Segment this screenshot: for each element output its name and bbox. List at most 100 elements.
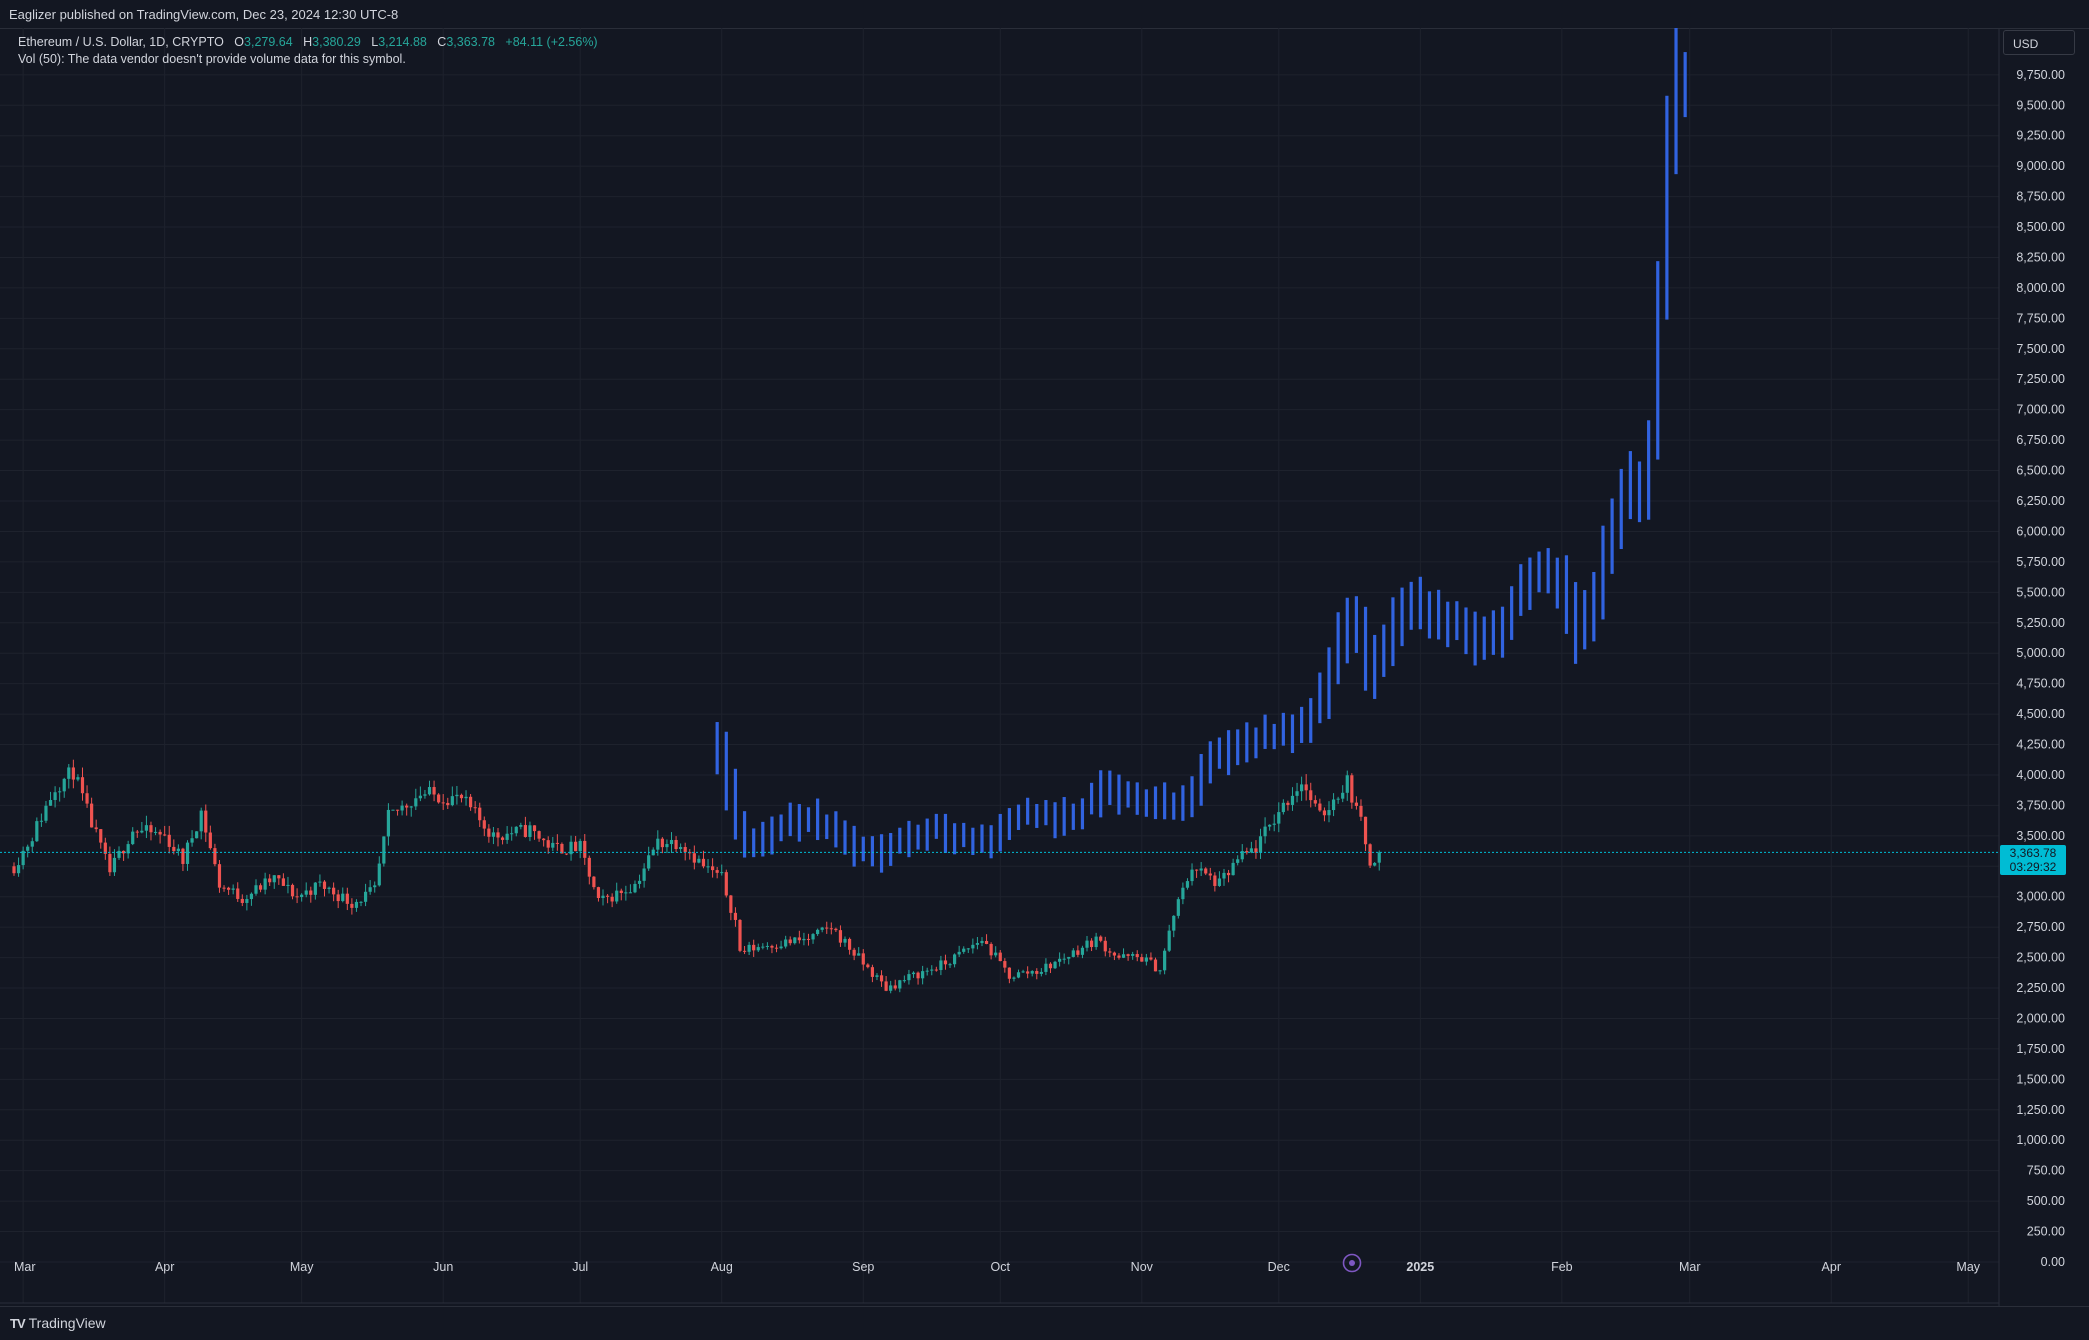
candle: [1062, 953, 1066, 964]
candle-body: [1286, 802, 1290, 805]
candle-body: [939, 960, 943, 971]
volume-note[interactable]: Vol (50): The data vendor doesn't provid…: [18, 52, 406, 66]
projection-bar: [834, 811, 838, 848]
candle-body: [1153, 959, 1158, 972]
candle-body: [1039, 971, 1043, 974]
candle-body: [35, 821, 39, 842]
close-value: 3,363.78: [446, 35, 495, 49]
candle: [1067, 956, 1071, 965]
candle-body: [126, 844, 130, 854]
price-chart[interactable]: 0.00 250.00 500.00 750.00 1,000.00 1,250.00 1,…: [0, 28, 2089, 1306]
candle-body: [496, 832, 500, 838]
price-tick-label: 6,500.00: [2016, 464, 2065, 478]
projection-bar: [1601, 525, 1605, 620]
candle: [1309, 782, 1313, 808]
candle: [1131, 951, 1135, 960]
candle-body: [1190, 869, 1194, 882]
projection-bar: [1135, 782, 1139, 815]
candle-body: [1099, 936, 1103, 941]
candle-body: [555, 842, 559, 844]
candle: [441, 794, 445, 810]
candle-body: [1080, 947, 1085, 955]
candle: [62, 777, 66, 798]
candle: [729, 894, 733, 921]
candle-body: [925, 970, 929, 972]
candle-body: [71, 767, 75, 780]
candle: [1071, 948, 1075, 958]
projection-bar: [1153, 786, 1158, 820]
tradingview-logo[interactable]: TV TradingView: [10, 1315, 106, 1331]
price-axis[interactable]: 0.00 250.00 500.00 750.00 1,000.00 1,250.00 1,…: [2016, 68, 2065, 1269]
candle-body: [44, 805, 48, 821]
candle-body: [222, 887, 226, 889]
candle: [368, 880, 372, 895]
candle-body: [1181, 887, 1185, 900]
candle-body: [345, 893, 349, 904]
candle: [71, 759, 75, 789]
candle-body: [752, 944, 756, 951]
candle: [624, 885, 628, 901]
projection-bar: [1382, 624, 1386, 677]
candle: [94, 819, 98, 833]
candle-body: [167, 834, 171, 847]
candle-body: [706, 866, 710, 868]
candle-body: [893, 985, 897, 989]
candle: [103, 837, 107, 860]
candle-body: [300, 894, 304, 898]
candle: [1341, 785, 1345, 803]
candle-body: [112, 857, 117, 873]
projection-bar: [1217, 737, 1222, 769]
candle: [1135, 950, 1139, 962]
low-value: 3,214.88: [378, 35, 427, 49]
candle: [1176, 897, 1180, 919]
candle: [1286, 800, 1290, 811]
candle: [574, 835, 578, 852]
candle-body: [816, 929, 820, 935]
candle-body: [724, 872, 728, 896]
price-tick-label: 6,750.00: [2016, 433, 2065, 447]
candle-body: [1268, 824, 1272, 827]
event-marker-dot: [1349, 1260, 1355, 1266]
projection-bar: [1647, 420, 1651, 520]
projection-bar: [1510, 586, 1514, 640]
candle-body: [957, 951, 961, 955]
candle: [1012, 976, 1016, 982]
symbol-name[interactable]: Ethereum / U.S. Dollar, 1D, CRYPTO: [18, 35, 224, 49]
candle: [866, 963, 870, 969]
candle-body: [80, 777, 85, 794]
time-tick-label: May: [290, 1260, 314, 1274]
price-tick-label: 0.00: [2041, 1255, 2065, 1269]
candle-body: [898, 980, 902, 989]
candle-body: [359, 901, 363, 903]
projection-bar: [1263, 714, 1267, 749]
projection-bar: [1619, 468, 1623, 550]
price-tick-label: 8,250.00: [2016, 250, 2065, 264]
event-marker[interactable]: [1342, 1253, 1362, 1273]
candle: [784, 935, 788, 949]
price-tick-label: 1,000.00: [2016, 1133, 2065, 1147]
candle: [994, 946, 998, 958]
currency-button[interactable]: USD: [2003, 30, 2075, 55]
candle-body: [665, 844, 669, 848]
publisher-header: Eaglizer published on TradingView.com, D…: [0, 0, 2089, 29]
candle-body: [519, 825, 523, 827]
candle: [861, 949, 865, 971]
candle: [829, 922, 833, 935]
candle: [108, 846, 112, 876]
candle: [76, 774, 80, 782]
candle: [1222, 868, 1226, 886]
candle-body: [469, 796, 473, 808]
candle-body: [784, 939, 788, 947]
candle-body: [738, 919, 742, 951]
candle-body: [647, 855, 651, 869]
time-axis[interactable]: Mar Apr May Jun Jul Aug Sep Oct Nov Dec 2025 Feb Mar…: [14, 1260, 1981, 1274]
time-tick-label: 2025: [1406, 1260, 1434, 1274]
candle-body: [994, 952, 998, 956]
candle-body: [1144, 957, 1148, 962]
projection-bar: [806, 807, 811, 832]
candle-body: [1336, 798, 1340, 800]
price-tick-label: 8,750.00: [2016, 190, 2065, 204]
candle: [1350, 773, 1354, 809]
candle-body: [911, 972, 916, 975]
projection-bar: [715, 722, 719, 775]
